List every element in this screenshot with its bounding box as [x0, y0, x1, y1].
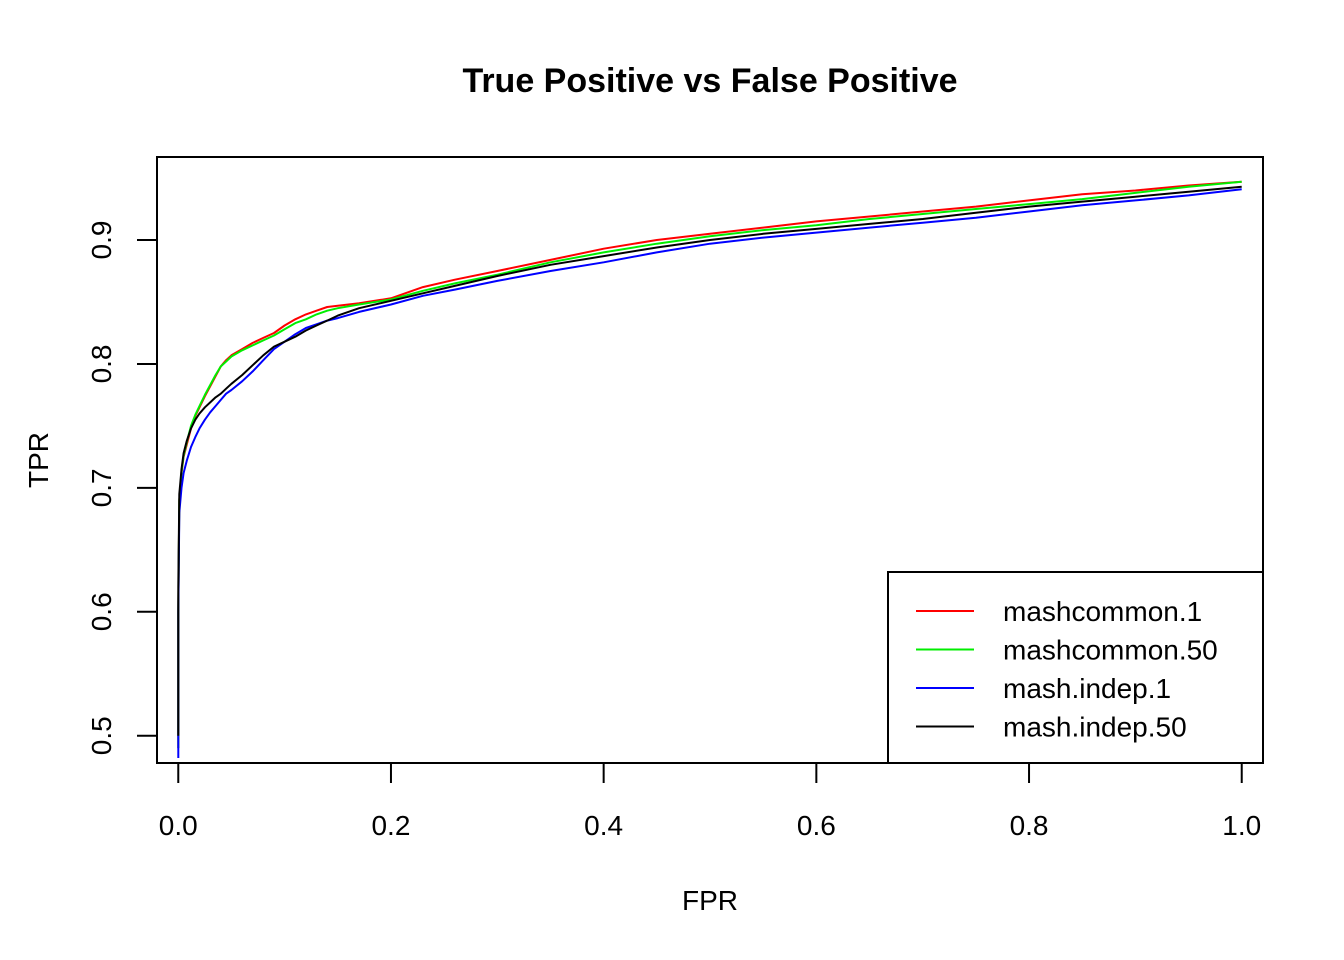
- x-tick-label: 0.0: [159, 810, 198, 841]
- x-tick-label: 0.8: [1010, 810, 1049, 841]
- series-layer: [177, 180, 1242, 758]
- x-tick-label: 0.6: [797, 810, 836, 841]
- legend-box: [887, 571, 1264, 764]
- y-tick-label: 0.6: [86, 592, 117, 631]
- x-axis-label: FPR: [682, 885, 738, 916]
- legend-label: mashcommon.1: [1003, 596, 1202, 627]
- x-axis: 0.0 0.2 0.4 0.6 0.8 1.0: [159, 762, 1261, 841]
- y-axis: 0.5 0.6 0.7 0.8 0.9: [86, 221, 158, 755]
- legend-label: mash.indep.50: [1003, 712, 1187, 743]
- series-line-mash-indep-1: [177, 188, 1242, 758]
- x-tick-label: 1.0: [1222, 810, 1261, 841]
- x-tick-label: 0.4: [584, 810, 623, 841]
- chart-title: True Positive vs False Positive: [462, 62, 957, 100]
- y-tick-label: 0.9: [86, 221, 117, 260]
- series-line-mash-indep-50: [177, 185, 1242, 736]
- legend: mashcommon.1 mashcommon.50 mash.indep.1 mas…: [887, 571, 1264, 764]
- legend-label: mash.indep.1: [1003, 673, 1171, 704]
- y-tick-label: 0.8: [86, 344, 117, 383]
- series-line-mashcommon-50: [177, 180, 1242, 749]
- legend-label: mashcommon.50: [1003, 635, 1218, 666]
- x-tick-label: 0.2: [371, 810, 410, 841]
- y-tick-label: 0.7: [86, 468, 117, 507]
- y-tick-label: 0.5: [86, 716, 117, 755]
- y-axis-label: TPR: [23, 432, 54, 488]
